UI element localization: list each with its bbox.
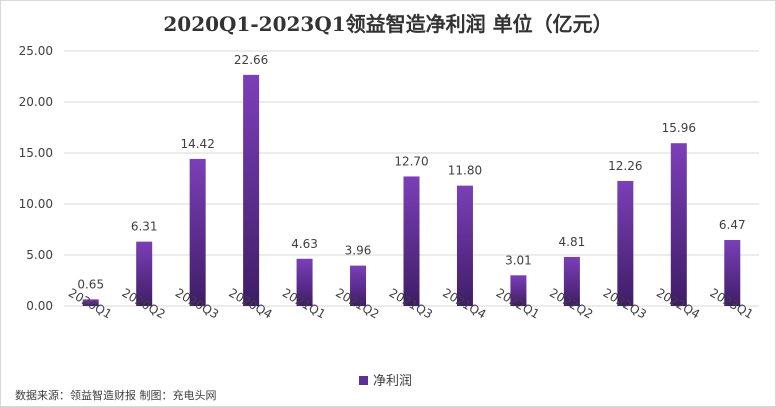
data-label: 12.70 [394,154,428,168]
y-tick-label: 0.00 [26,299,53,313]
legend-swatch [359,376,368,385]
bars [82,74,741,306]
y-tick-label: 15.00 [19,146,53,160]
legend-label: 净利润 [373,374,412,389]
bar [136,241,153,306]
legend: 净利润 [359,374,412,389]
bar [724,240,741,306]
bar [456,185,473,306]
y-tick-label: 25.00 [19,44,53,58]
data-label: 4.63 [291,237,318,251]
data-label: 3.01 [505,253,532,267]
source-note: 数据来源：领益智造财报 制图：充电头网 [15,388,217,402]
bar [617,180,634,306]
data-label: 15.96 [662,121,696,135]
y-tick-label: 10.00 [19,197,53,211]
bar [403,176,420,306]
data-label: 11.80 [448,164,482,178]
data-label: 3.96 [345,244,372,258]
data-label: 0.65 [77,277,104,291]
data-labels: 0.65 6.31 14.42 22.66 4.63 3.96 12.70 11.80 3.01… [77,53,745,292]
bar [670,143,687,306]
data-label: 4.81 [559,235,586,249]
bar [296,258,313,306]
bar [563,256,580,306]
data-label: 6.47 [719,218,746,232]
data-label: 14.42 [180,137,214,151]
data-label: 6.31 [131,220,158,234]
chart-title: 2020Q1-2023Q1领益智造净利润 单位（亿元） [163,12,612,36]
bar [82,299,99,306]
data-label: 22.66 [234,53,268,67]
y-tick-label: 5.00 [26,248,53,262]
bar [189,158,206,306]
bar [243,74,260,306]
y-axis-ticks: 0.00 5.00 10.00 15.00 20.00 25.00 [19,44,53,313]
bar [510,275,527,306]
y-tick-label: 20.00 [19,95,53,109]
data-label: 12.26 [608,159,642,173]
bar [350,265,367,306]
